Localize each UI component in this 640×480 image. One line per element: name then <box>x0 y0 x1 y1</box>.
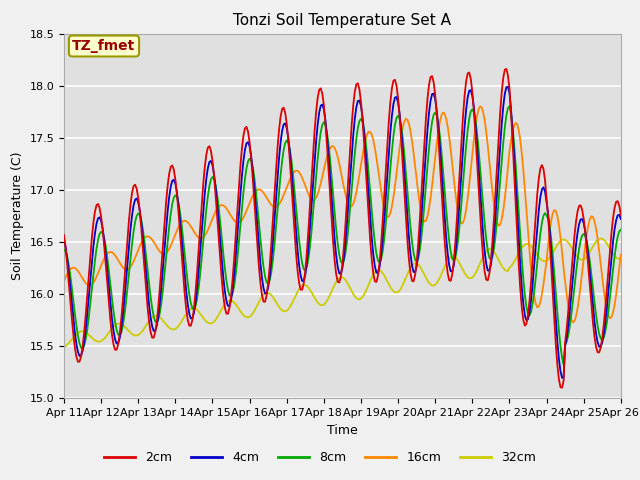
X-axis label: Time: Time <box>327 424 358 437</box>
Legend: 2cm, 4cm, 8cm, 16cm, 32cm: 2cm, 4cm, 8cm, 16cm, 32cm <box>99 446 541 469</box>
Y-axis label: Soil Temperature (C): Soil Temperature (C) <box>11 152 24 280</box>
Text: TZ_fmet: TZ_fmet <box>72 39 136 53</box>
Title: Tonzi Soil Temperature Set A: Tonzi Soil Temperature Set A <box>234 13 451 28</box>
